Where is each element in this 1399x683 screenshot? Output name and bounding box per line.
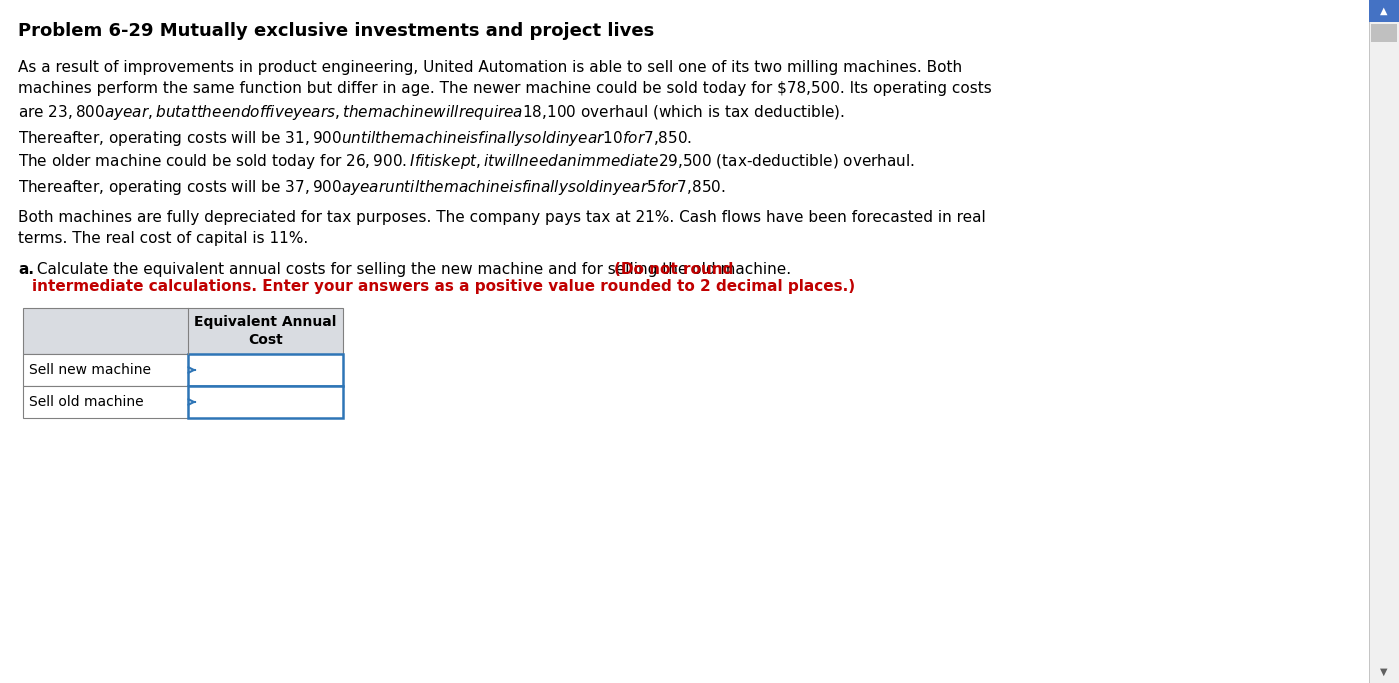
Text: a.: a. [18, 262, 34, 277]
Bar [1370, 0, 1399, 683]
Text: Problem 6-29 Mutually exclusive investments and project lives: Problem 6-29 Mutually exclusive investme… [18, 22, 655, 40]
Bar [1370, 0, 1399, 22]
Bar [187, 386, 343, 418]
Text: Both machines are fully depreciated for tax purposes. The company pays tax at 21: Both machines are fully depreciated for … [18, 210, 986, 246]
Text: ▲: ▲ [1381, 6, 1388, 16]
Text: Equivalent Annual
Cost: Equivalent Annual Cost [194, 315, 337, 347]
Text: The older machine could be sold today for $26,900. If it is kept, it will need a: The older machine could be sold today fo… [18, 152, 915, 197]
Bar [22, 386, 187, 418]
Text: Sell old machine: Sell old machine [29, 395, 144, 409]
Text: (Do not round: (Do not round [614, 262, 733, 277]
Text: Calculate the equivalent annual costs for selling the new machine and for sellin: Calculate the equivalent annual costs fo… [32, 262, 796, 277]
Text: Sell new machine: Sell new machine [29, 363, 151, 377]
Bar [22, 308, 343, 354]
Bar [22, 354, 187, 386]
Text: ▼: ▼ [1381, 667, 1388, 677]
Bar [1371, 24, 1398, 42]
Text: As a result of improvements in product engineering, United Automation is able to: As a result of improvements in product e… [18, 60, 992, 148]
Bar [187, 354, 343, 386]
Text: intermediate calculations. Enter your answers as a positive value rounded to 2 d: intermediate calculations. Enter your an… [32, 279, 855, 294]
